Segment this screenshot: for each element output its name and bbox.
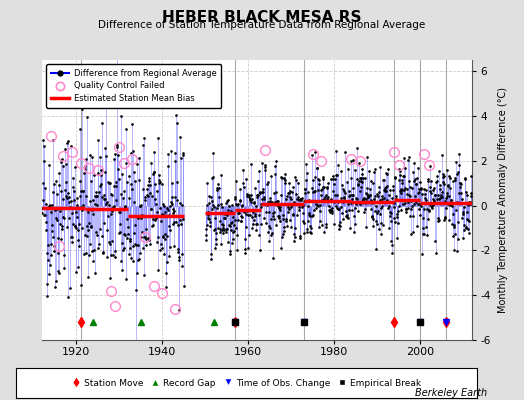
Legend: Difference from Regional Average, Quality Control Failed, Estimated Station Mean: Difference from Regional Average, Qualit…: [46, 64, 221, 108]
Legend: Station Move, Record Gap, Time of Obs. Change, Empirical Break: Station Move, Record Gap, Time of Obs. C…: [69, 376, 424, 390]
Y-axis label: Monthly Temperature Anomaly Difference (°C): Monthly Temperature Anomaly Difference (…: [498, 87, 508, 313]
Text: HEBER BLACK MESA RS: HEBER BLACK MESA RS: [162, 10, 362, 25]
Text: Difference of Station Temperature Data from Regional Average: Difference of Station Temperature Data f…: [99, 20, 425, 30]
Text: Berkeley Earth: Berkeley Earth: [415, 388, 487, 398]
